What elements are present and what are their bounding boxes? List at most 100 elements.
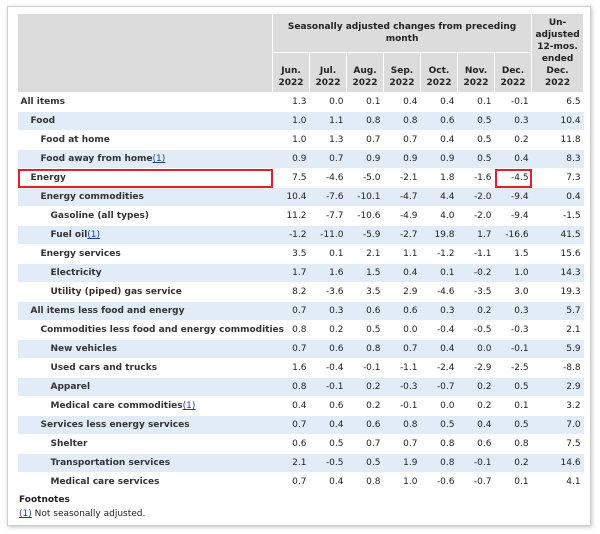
table-row: All items less food and energy 0.7 0.3 0.6 0… — [17, 301, 584, 321]
footnote-link[interactable]: (1) — [152, 154, 166, 164]
value-cell: -8.8 — [531, 358, 584, 378]
corner-header — [17, 13, 273, 93]
value-cell: 11.2 — [272, 206, 310, 226]
value-cell: -16.6 — [494, 225, 532, 245]
value-cell: 0.3 — [309, 301, 347, 321]
value-cell: 1.6 — [309, 263, 347, 283]
value-cell: -3.5 — [457, 282, 495, 302]
value-cell: 0.9 — [272, 149, 310, 169]
label-text: Energy — [30, 173, 66, 183]
table-row: Medical care services 0.7 0.4 0.8 1.0 -0.6 -0.… — [17, 472, 584, 492]
value-cell: 1.6 — [272, 358, 310, 378]
value-cell: 0.5 — [346, 453, 384, 473]
row-label: All items — [17, 92, 273, 112]
value-cell: 11.8 — [531, 130, 584, 150]
value-cell: -1.6 — [457, 168, 495, 188]
value-cell: 0.8 — [272, 320, 310, 340]
row-label: Shelter — [17, 434, 273, 454]
value-cell: 3.2 — [531, 396, 584, 416]
month-header: Jun. 2022 — [272, 52, 310, 93]
value-cell: 0.6 — [420, 111, 458, 131]
table-row: Fuel oil(1) -1.2 -11.0 -5.9 -2.7 19.8 1.7 -16.6… — [17, 225, 584, 245]
value-cell: -2.0 — [457, 187, 495, 207]
value-cell: 0.6 — [346, 301, 384, 321]
value-cell: -10.1 — [346, 187, 384, 207]
value-cell: 0.4 — [383, 263, 421, 283]
label-text: Services less energy services — [40, 420, 190, 430]
label-text: Fuel oil — [50, 230, 88, 240]
row-label: All items less food and energy — [17, 301, 273, 321]
table-panel: Seasonally adjusted changes from precedi… — [7, 6, 591, 526]
value-cell: -4.6 — [420, 282, 458, 302]
value-cell: 1.3 — [309, 130, 347, 150]
value-cell: 0.8 — [420, 434, 458, 454]
value-cell: -0.3 — [383, 377, 421, 397]
value-cell: 2.1 — [272, 453, 310, 473]
month-header: Aug. 2022 — [346, 52, 384, 93]
unadjusted-header: Un-adjusted 12-mos. ended Dec. 2022 — [531, 13, 585, 93]
label-text: Utility (piped) gas service — [50, 287, 182, 297]
value-cell: -2.0 — [457, 206, 495, 226]
row-label: New vehicles — [17, 339, 273, 359]
value-cell: -1.5 — [531, 206, 584, 226]
value-cell: -0.5 — [457, 320, 495, 340]
value-cell: -5.9 — [346, 225, 384, 245]
value-cell: 0.2 — [309, 320, 347, 340]
footnote-ref[interactable]: (1) — [19, 509, 32, 519]
label-text: Apparel — [50, 382, 91, 392]
value-cell: 0.0 — [420, 396, 458, 416]
footnote-link[interactable]: (1) — [87, 230, 101, 240]
footnote-link[interactable]: (1) — [182, 401, 196, 411]
value-cell: 0.7 — [383, 434, 421, 454]
row-label: Electricity — [17, 263, 273, 283]
value-cell: 4.0 — [420, 206, 458, 226]
row-label: Energy commodities — [17, 187, 273, 207]
value-cell: 0.2 — [346, 396, 384, 416]
table-row: All items 1.3 0.0 0.1 0.4 0.4 0.1 -0.1 6.5 — [17, 92, 584, 112]
value-cell: 0.8 — [383, 111, 421, 131]
value-cell: 4.4 — [420, 187, 458, 207]
value-cell: 0.1 — [309, 244, 347, 264]
label-text: All items — [20, 97, 66, 107]
label-text: All items less food and energy — [30, 306, 185, 316]
value-cell: 0.3 — [420, 301, 458, 321]
value-cell: 1.5 — [494, 244, 532, 264]
value-cell: 8.3 — [531, 149, 584, 169]
value-cell: 3.0 — [494, 282, 532, 302]
value-cell: -2.4 — [420, 358, 458, 378]
value-cell: 0.5 — [346, 320, 384, 340]
value-cell: 14.6 — [531, 453, 584, 473]
value-cell: -5.0 — [346, 168, 384, 188]
label-text: Energy services — [40, 249, 121, 259]
value-cell: -2.1 — [383, 168, 421, 188]
label-text: Shelter — [50, 439, 88, 449]
value-cell: 19.8 — [420, 225, 458, 245]
value-cell: -0.1 — [457, 453, 495, 473]
table-row: Apparel 0.8 -0.1 0.2 -0.3 -0.7 0.2 0.5 2.9 — [17, 377, 584, 397]
value-cell: -0.7 — [420, 377, 458, 397]
value-cell: 10.4 — [272, 187, 310, 207]
table-row: Food 1.0 1.1 0.8 0.8 0.6 0.5 0.3 10.4 — [17, 111, 584, 131]
value-cell: -0.1 — [309, 377, 347, 397]
value-cell: 0.4 — [309, 415, 347, 435]
label-text: Energy commodities — [40, 192, 144, 202]
value-cell: 1.0 — [272, 111, 310, 131]
table-row: Shelter 0.6 0.5 0.7 0.7 0.8 0.6 0.8 7.5 — [17, 434, 584, 454]
value-cell: 0.8 — [346, 339, 384, 359]
value-cell: -0.4 — [309, 358, 347, 378]
value-cell: -0.6 — [420, 472, 458, 492]
value-cell: 0.2 — [494, 453, 532, 473]
value-cell: 0.4 — [383, 92, 421, 112]
row-label: Food away from home(1) — [17, 149, 273, 169]
value-cell: -7.6 — [309, 187, 347, 207]
value-cell: 0.4 — [420, 130, 458, 150]
table-row: Energy services 3.5 0.1 2.1 1.1 -1.2 -1.1 1.5 15… — [17, 244, 584, 264]
table-row: Food at home 1.0 1.3 0.7 0.7 0.4 0.5 0.2 11.8 — [17, 130, 584, 150]
value-cell: 0.7 — [272, 339, 310, 359]
value-cell: -0.5 — [309, 453, 347, 473]
label-text: Food away from home — [40, 154, 153, 164]
value-cell: 0.7 — [346, 130, 384, 150]
row-label: Energy services — [17, 244, 273, 264]
value-cell: -2.7 — [383, 225, 421, 245]
value-cell: 10.4 — [531, 111, 584, 131]
